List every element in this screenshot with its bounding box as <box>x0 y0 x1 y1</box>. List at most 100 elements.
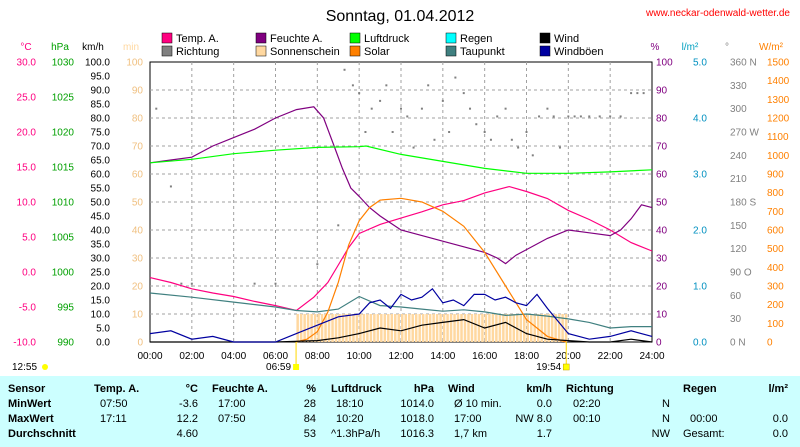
direction-dot <box>651 68 653 71</box>
axis-header: °C <box>20 42 31 53</box>
row-min-label: MinWert <box>8 398 52 410</box>
sunshine-bar <box>355 314 359 342</box>
direction-dot <box>573 115 576 118</box>
direction-dot <box>370 107 373 110</box>
y-tick-wind_kmh: 0.0 <box>96 338 110 349</box>
legend-label: Wind <box>554 33 579 45</box>
y-tick-solar_wm2: 900 <box>767 170 784 181</box>
y-tick-pressure_hpa: 1005 <box>52 233 75 244</box>
sunshine-bar <box>383 314 387 342</box>
x-tick-label: 18:00 <box>514 351 539 362</box>
sunshine-bar <box>505 314 509 342</box>
series-line <box>150 318 653 343</box>
min-wind-value: 0.0 <box>536 398 552 410</box>
sunshine-bar <box>536 314 540 342</box>
y-tick-wind_kmh: 80.0 <box>91 114 111 125</box>
y-tick-sunshine_min: 0 <box>137 338 143 349</box>
series-line <box>149 185 653 312</box>
y-tick-direction_deg: 240 <box>730 151 747 162</box>
x-tick-label: 04:00 <box>221 351 246 362</box>
max-hum-value: 84 <box>303 413 316 425</box>
max-hum-time: 07:50 <box>218 413 246 425</box>
sunshine-bar <box>366 314 369 342</box>
sunshine-bar <box>313 314 317 342</box>
site-url[interactable]: www.neckar-odenwald-wetter.de <box>645 8 790 19</box>
sunshine-bar <box>491 314 495 342</box>
legend-label: Richtung <box>176 46 219 58</box>
avg-wind-distance: 1,7 km <box>454 428 488 440</box>
y-tick-wind_kmh: 45.0 <box>91 212 111 223</box>
min-temp-time: 07:50 <box>100 398 128 410</box>
sunshine-bar <box>394 314 397 342</box>
direction-dot <box>558 146 561 149</box>
sunshine-bar <box>543 314 547 342</box>
y-tick-humidity_pct: 30 <box>656 254 668 265</box>
avg-press-value: 1016.3 <box>400 428 434 440</box>
y-tick-humidity_pct: 20 <box>656 282 668 293</box>
y-tick-temp_c: -5.0 <box>19 303 37 314</box>
sunshine-bar <box>414 314 418 342</box>
y-tick-direction_deg: 270 W <box>730 128 759 139</box>
col-dir: Richtung <box>566 383 614 395</box>
y-tick-wind_kmh: 35.0 <box>91 240 111 251</box>
avg-temp-value: 4.60 <box>176 428 198 440</box>
legend-swatch <box>539 45 551 57</box>
sunshine-bar <box>418 314 421 342</box>
y-tick-sunshine_min: 60 <box>132 170 144 181</box>
y-tick-wind_kmh: 20.0 <box>91 282 111 293</box>
sunshine-bar <box>477 314 481 342</box>
sunshine-bar <box>509 314 512 342</box>
y-tick-sunshine_min: 80 <box>132 114 144 125</box>
sunshine-bar <box>554 314 557 342</box>
sunshine-bar <box>481 314 484 342</box>
sunshine-bar <box>387 314 390 342</box>
direction-dot <box>343 68 346 71</box>
direction-dot <box>427 84 430 87</box>
y-tick-sunshine_min: 10 <box>132 310 144 321</box>
axis-header: % <box>651 42 660 53</box>
series-line <box>149 145 653 174</box>
y-tick-rain_lm2: 1.0 <box>693 282 707 293</box>
y-tick-solar_wm2: 1000 <box>767 151 790 162</box>
y-tick-sunshine_min: 50 <box>132 198 144 209</box>
direction-dot <box>598 115 601 118</box>
direction-dot <box>448 131 451 133</box>
direction-dot <box>552 115 555 118</box>
direction-dot <box>579 115 582 118</box>
sunshine-bar <box>303 314 306 342</box>
x-axis-ticks: 00:00 02:00 04:00 06:00 08:00 10:00 12:00 14:00… <box>137 351 664 362</box>
legend: Temp. A. Feuchte A. Luftdruck Regen Wind Rich… <box>161 32 604 58</box>
y-tick-direction_deg: 90 O <box>730 268 752 279</box>
sunshine-bar <box>442 314 446 342</box>
direction-dot <box>441 99 444 102</box>
legend-swatch <box>255 45 267 57</box>
legend-swatch <box>161 32 173 44</box>
y-tick-rain_lm2: 2.0 <box>693 226 707 237</box>
sunrise-marker <box>293 364 300 370</box>
direction-dot <box>538 115 541 118</box>
series-line <box>149 106 653 265</box>
x-tick-label: 14:00 <box>430 351 455 362</box>
y-tick-solar_wm2: 1500 <box>767 58 790 69</box>
y-tick-humidity_pct: 40 <box>656 226 668 237</box>
col-press-unit: hPa <box>413 383 434 395</box>
y-tick-wind_kmh: 10.0 <box>91 310 111 321</box>
y-tick-sunshine_min: 20 <box>132 282 144 293</box>
max-press-value: 1018.0 <box>400 413 434 425</box>
legend-label: Solar <box>364 46 390 58</box>
sunshine-bar <box>317 314 320 342</box>
y-tick-direction_deg: 150 <box>730 221 747 232</box>
axis-header: W/m² <box>759 42 784 53</box>
axis-header: km/h <box>82 42 104 53</box>
direction-dot <box>483 131 486 133</box>
max-rain-time: 00:00 <box>690 413 718 425</box>
y-tick-wind_kmh: 50.0 <box>91 198 111 209</box>
axis-header: hPa <box>51 42 69 53</box>
direction-dot <box>588 115 591 118</box>
avg-dir-value: NW <box>651 428 670 440</box>
y-tick-rain_lm2: 0.0 <box>693 338 707 349</box>
max-dir-time: 00:10 <box>573 413 601 425</box>
direction-dot <box>630 92 633 95</box>
y-tick-direction_deg: 360 N <box>730 58 757 69</box>
sunshine-bar <box>299 314 303 342</box>
